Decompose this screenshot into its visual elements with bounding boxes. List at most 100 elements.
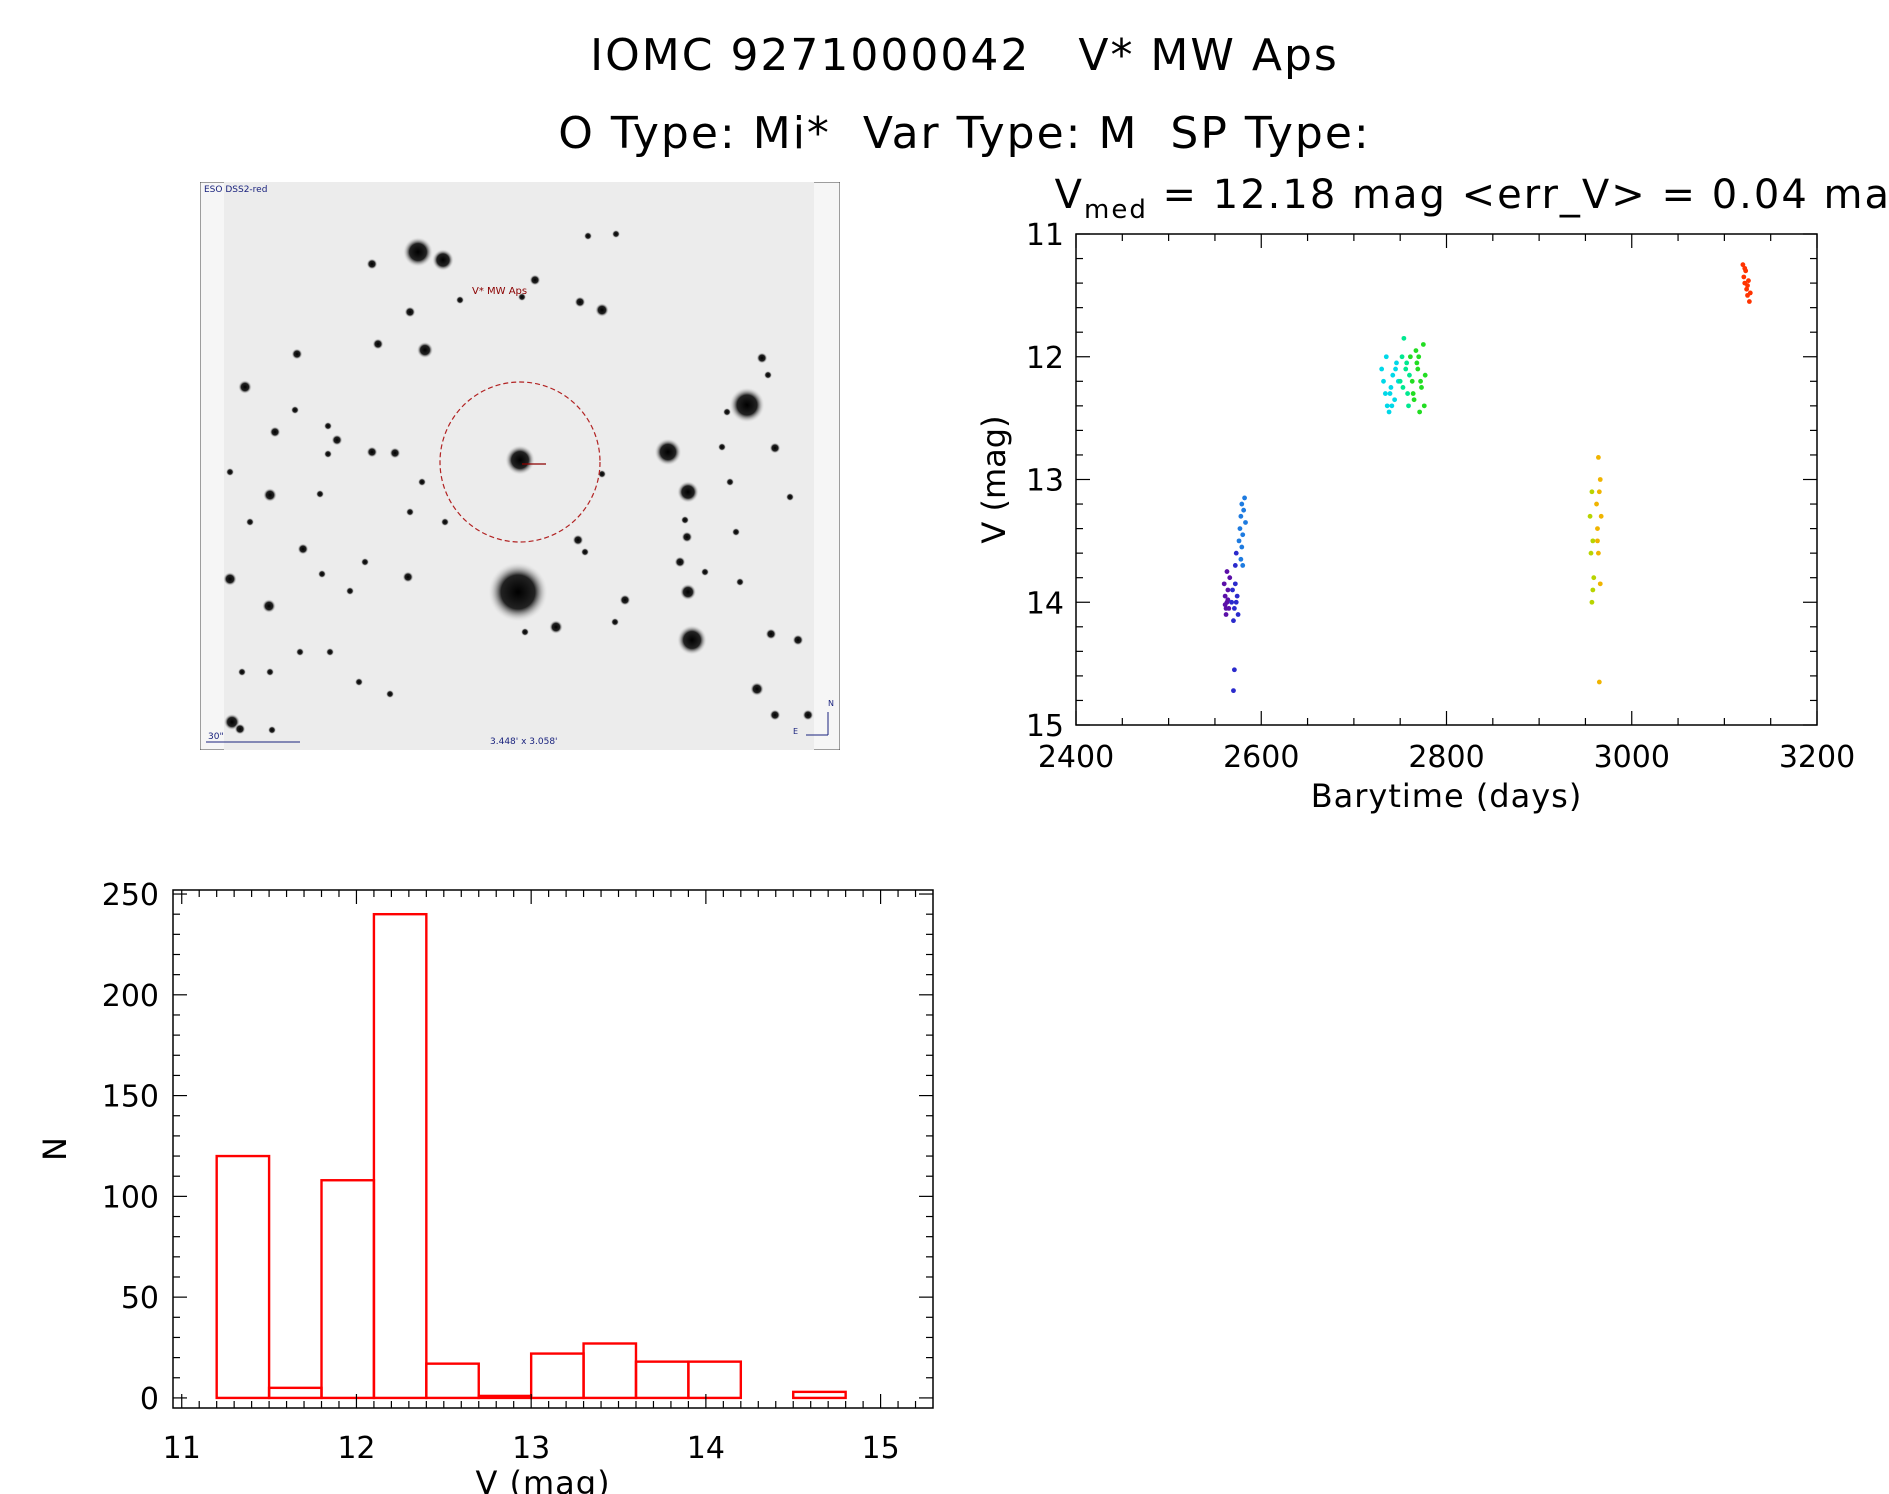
data-point [1413,348,1419,354]
star-icon [323,421,333,431]
data-point [1745,283,1750,288]
data-point [1237,526,1243,531]
x-tick-label: 3000 [1594,740,1670,775]
light-curve-title: Vmed = 12.18 mag <err_V> = 0.04 mag [1055,172,1889,225]
data-point [1234,593,1240,599]
x-tick-label: 15 [861,1431,899,1466]
data-point [1742,265,1748,271]
data-point [1229,599,1235,605]
histogram-bar [634,1360,690,1400]
star-icon [295,647,305,657]
data-point [1390,372,1396,378]
data-point [1588,550,1594,556]
data-point [1596,455,1601,460]
data-point [1420,342,1426,347]
histogram-bar [320,1179,376,1400]
data-point [1232,581,1238,587]
histogram-bar [267,1386,323,1400]
data-point [1597,581,1603,587]
star-icon [345,586,355,596]
star-icon [262,599,276,613]
star-icon [572,534,584,546]
y-tick-label: 200 [102,979,159,1014]
star-icon [574,296,586,308]
data-point [1225,597,1231,603]
data-point [1240,532,1246,538]
data-point [1232,563,1238,568]
star-icon [263,488,277,502]
data-point [1224,569,1230,574]
data-point [1389,403,1395,409]
data-point [1231,618,1236,624]
star-icon [769,709,781,721]
data-point [1409,378,1415,384]
star-icon [725,477,735,487]
data-point [1384,403,1390,409]
star-icon [417,477,427,487]
histogram-bar [425,1362,480,1400]
data-point [1239,544,1245,550]
star-icon [317,569,327,579]
star-icon [402,571,414,583]
y-tick-label: 150 [102,1080,159,1115]
star-icon [360,557,370,567]
star-icon [269,426,281,438]
star-icon [681,531,693,543]
star-icon [315,489,325,499]
data-point [1397,378,1403,384]
data-point [1406,403,1411,409]
data-point [1590,587,1596,593]
data-point [1404,360,1410,366]
data-point [1746,299,1752,304]
x-tick-label: 2400 [1038,740,1114,775]
star-icon [735,577,745,587]
chart-title-line2: O Type: Mi* Var Type: M SP Type: [558,108,1371,159]
star-icon [238,380,252,394]
star-icon [619,594,631,606]
star-icon [595,303,609,317]
survey-label: ESO DSS2-red [204,185,267,195]
star-icon [237,667,247,677]
data-point [1230,587,1235,593]
star-icon [700,567,710,577]
data-point [1379,366,1385,372]
star-icon [405,507,415,517]
y-tick-label: 50 [121,1281,159,1316]
data-point [1411,397,1417,403]
y-tick-label: 14 [1026,586,1064,621]
data-point [1400,385,1406,390]
data-point [1595,526,1600,531]
data-point [1233,599,1239,605]
scale-label: 30" [208,732,224,742]
y-tick-label: 0 [140,1382,159,1417]
star-icon [354,677,364,687]
data-point [1401,335,1407,341]
star-icon [580,547,590,557]
data-point [1382,391,1388,396]
star-icon [325,647,335,657]
star-icon [728,386,766,424]
star-icon [750,682,764,696]
star-icon [265,667,275,677]
star-icon [402,236,434,268]
y-tick-label: 11 [1026,218,1064,253]
star-icon [529,274,541,286]
data-point [1747,290,1753,296]
star-icon [680,515,690,525]
data-point [1422,372,1428,378]
histogram-bar [215,1154,271,1400]
star-icon [416,341,434,359]
data-point [1594,501,1599,507]
x-tick-label: 2800 [1408,740,1484,775]
histogram-bar [529,1352,585,1400]
star-icon [431,248,455,272]
data-point [1405,391,1410,396]
data-point [1241,507,1247,513]
data-point [1388,385,1394,390]
data-point [1403,366,1409,372]
star-icon [722,407,732,417]
data-point [1240,563,1246,568]
x-tick-label: 14 [687,1431,725,1466]
